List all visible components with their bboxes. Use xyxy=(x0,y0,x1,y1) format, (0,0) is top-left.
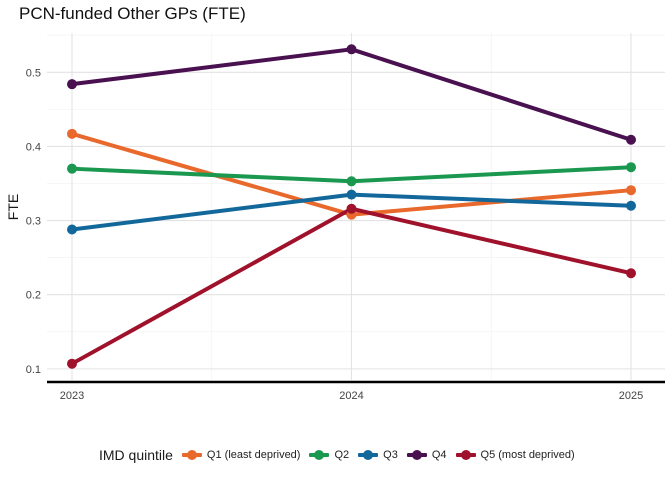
y-axis-label: FTE xyxy=(5,194,21,220)
axis-layer: 0.1 0.2 0.3 0.4 0.5 2023 2024 2025 xyxy=(26,67,665,402)
y-tick-label: 0.4 xyxy=(26,141,41,153)
legend: IMD quintile Q1 (least deprived) Q2 Q3 Q4 Q5… xyxy=(99,446,583,464)
legend-label: Q1 (least deprived) xyxy=(206,449,301,461)
y-tick-label: 0.3 xyxy=(26,216,41,228)
legend-key xyxy=(181,446,203,464)
data-point xyxy=(67,128,77,139)
legend-label: Q4 xyxy=(431,449,447,461)
grid-layer xyxy=(47,33,665,380)
legend-key xyxy=(357,446,379,464)
x-tick-label: 2025 xyxy=(619,390,643,402)
data-point xyxy=(346,176,357,187)
legend-key xyxy=(455,446,477,464)
data-point xyxy=(346,189,357,200)
data-point xyxy=(67,163,77,174)
legend-item: Q2 xyxy=(308,446,349,464)
x-tick-label: 2023 xyxy=(60,390,84,402)
legend-label: Q5 (most deprived) xyxy=(480,449,575,461)
data-point xyxy=(626,162,636,173)
legend-title: IMD quintile xyxy=(99,447,173,463)
series-layer xyxy=(67,44,636,369)
data-point xyxy=(346,44,357,55)
legend-item: Q3 xyxy=(357,446,398,464)
y-tick-label: 0.2 xyxy=(26,290,41,302)
data-point xyxy=(626,200,636,211)
legend-item: Q1 (least deprived) xyxy=(181,446,301,464)
x-tick-label: 2024 xyxy=(339,390,363,402)
legend-label: Q2 xyxy=(334,449,350,461)
data-point xyxy=(626,185,636,196)
y-tick-label: 0.1 xyxy=(26,364,41,376)
data-point xyxy=(346,203,357,214)
y-tick-label: 0.5 xyxy=(26,67,41,79)
data-point xyxy=(626,134,636,145)
legend-label: Q3 xyxy=(383,449,398,461)
chart-title: PCN-funded Other GPs (FTE) xyxy=(19,4,246,23)
data-point xyxy=(67,224,77,235)
data-point xyxy=(67,79,77,90)
data-point xyxy=(626,268,636,279)
data-point xyxy=(67,358,77,369)
legend-key xyxy=(308,446,330,464)
legend-key xyxy=(406,446,428,464)
legend-item: Q4 xyxy=(406,446,447,464)
legend-item: Q5 (most deprived) xyxy=(455,446,575,464)
